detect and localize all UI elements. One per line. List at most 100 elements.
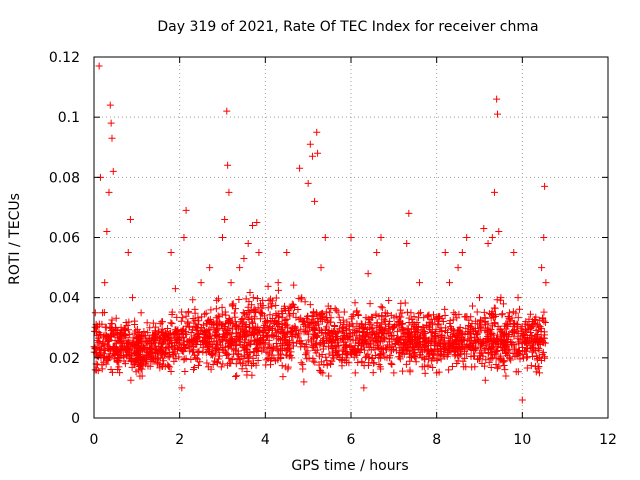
data-point — [305, 354, 313, 362]
data-point — [291, 324, 299, 332]
data-point — [385, 296, 393, 304]
data-point — [496, 333, 504, 341]
data-point — [297, 295, 305, 303]
data-point — [287, 348, 295, 356]
data-point — [445, 366, 453, 374]
data-point — [424, 312, 432, 320]
x-tick-label: 12 — [599, 432, 617, 448]
data-point — [266, 350, 274, 358]
data-point — [269, 324, 277, 332]
data-point — [266, 324, 274, 332]
data-point — [487, 326, 495, 334]
data-point — [181, 344, 189, 352]
data-point — [116, 328, 124, 336]
data-point — [334, 329, 342, 337]
data-point — [225, 324, 233, 332]
data-point — [363, 340, 371, 348]
data-point — [184, 318, 192, 326]
data-point — [445, 334, 453, 342]
data-point — [416, 279, 424, 287]
data-point — [488, 234, 496, 241]
data-point — [306, 301, 314, 309]
data-point — [101, 279, 109, 287]
data-point — [323, 357, 331, 365]
data-point — [353, 320, 361, 328]
data-point — [304, 318, 312, 326]
data-point — [189, 296, 197, 304]
data-point — [129, 294, 137, 302]
data-point — [185, 322, 193, 330]
data-point — [493, 110, 501, 118]
data-point — [434, 313, 442, 321]
data-point — [441, 337, 449, 345]
data-point — [152, 323, 160, 331]
data-point — [294, 334, 302, 342]
y-tick-label: 0.08 — [49, 170, 80, 186]
data-point — [238, 365, 246, 373]
data-point — [253, 336, 261, 344]
data-point — [516, 305, 524, 313]
y-tick-label: 0.04 — [49, 291, 80, 307]
data-point — [390, 323, 398, 331]
data-point — [488, 322, 496, 330]
data-point — [442, 341, 450, 349]
data-point — [282, 351, 290, 359]
data-point — [305, 330, 313, 338]
data-point — [530, 320, 538, 328]
data-point — [159, 318, 167, 326]
data-point — [441, 311, 449, 319]
data-point — [493, 95, 501, 103]
data-point — [208, 319, 216, 327]
data-point — [406, 366, 414, 374]
data-point — [381, 309, 389, 317]
data-point — [274, 279, 282, 287]
data-point — [431, 315, 439, 323]
data-point — [484, 240, 492, 248]
data-point — [124, 343, 132, 351]
data-point — [122, 347, 130, 355]
data-point — [480, 308, 488, 316]
data-point — [317, 338, 325, 346]
data-point — [310, 313, 318, 321]
data-point — [116, 335, 124, 343]
y-tick-label: 0.12 — [49, 50, 80, 66]
data-point — [195, 317, 203, 325]
data-point — [536, 335, 544, 343]
data-point — [427, 347, 435, 355]
data-point — [522, 318, 530, 326]
data-point — [326, 330, 334, 338]
data-point — [537, 336, 545, 344]
data-point — [133, 325, 141, 333]
data-point — [207, 335, 215, 343]
data-point — [392, 312, 400, 320]
data-point — [209, 361, 217, 369]
data-point — [196, 326, 204, 334]
data-point — [132, 368, 140, 376]
data-point — [145, 348, 153, 356]
data-point — [338, 324, 346, 332]
data-point — [190, 363, 198, 371]
data-point — [470, 328, 478, 336]
data-point — [232, 373, 240, 381]
data-point — [227, 279, 235, 287]
data-point — [477, 341, 485, 349]
data-point — [304, 336, 312, 344]
data-point — [241, 328, 249, 336]
data-point — [165, 334, 173, 342]
data-point — [219, 325, 227, 333]
data-point — [135, 363, 143, 371]
data-point — [378, 304, 386, 312]
data-point — [411, 323, 419, 331]
data-point — [458, 337, 466, 345]
data-point — [390, 346, 398, 354]
data-point — [143, 319, 151, 327]
data-point — [514, 329, 522, 337]
data-point — [395, 321, 403, 329]
data-point — [169, 350, 177, 358]
data-point — [126, 215, 134, 223]
data-point — [240, 255, 248, 263]
data-point — [259, 302, 267, 310]
data-point — [433, 346, 441, 354]
data-point — [289, 338, 297, 346]
data-point — [108, 368, 116, 376]
